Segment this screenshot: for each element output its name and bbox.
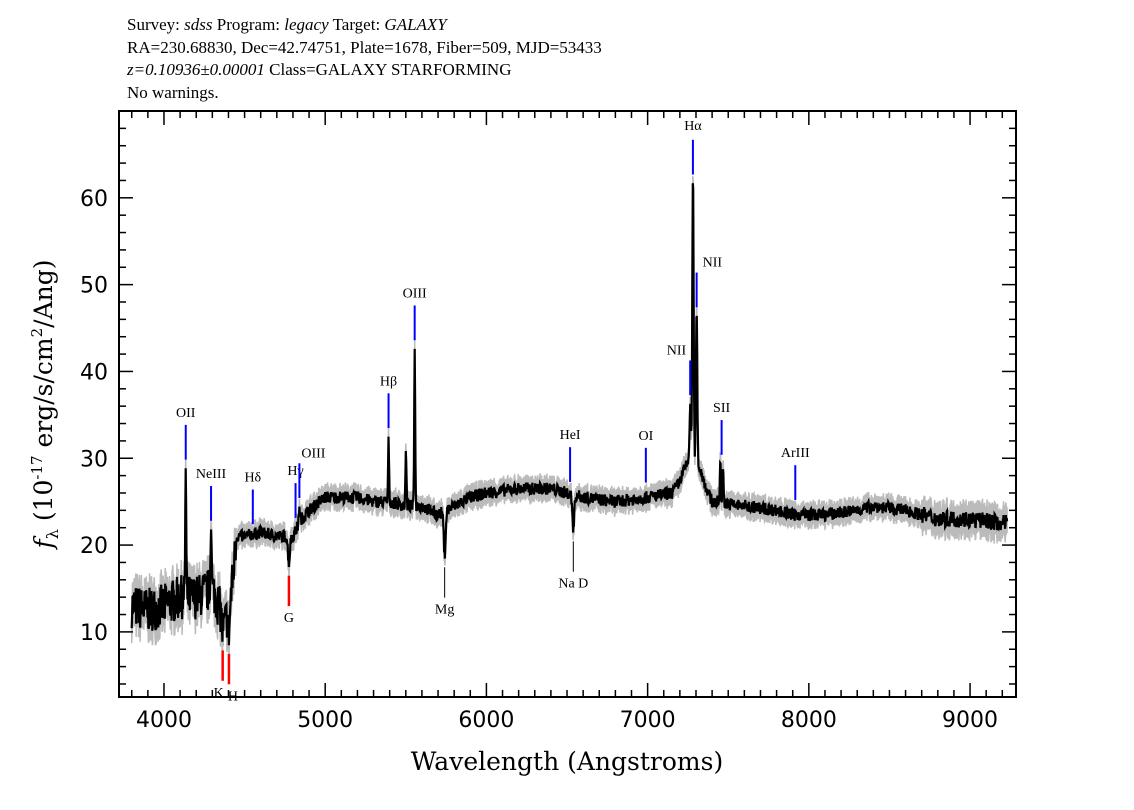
line-label: ArIII [781,446,810,461]
line-label: Hδ [244,470,261,485]
line-label: K [214,686,224,701]
line-label: OII [176,406,196,421]
line-markers: OII NeIII Hδ Hγ OIII Hβ OIII HeI OI NII Hα NII SII Ar… [176,119,810,704]
y-tick-label: 10 [80,621,108,646]
x-tick-label: 7000 [620,708,676,733]
y-axis-label: fλ (10-17 erg/s/cm2/Ang) [28,259,62,550]
header-class-line: z=0.10936±0.00001 Class=GALAXY STARFORMI… [127,59,602,82]
class: Class=GALAXY STARFORMING [269,60,512,79]
line-label: Hβ [380,374,397,389]
x-tick-label: 4000 [136,708,192,733]
y-tick-label: 40 [80,360,108,385]
line-label: Mg [435,603,454,618]
line-label: NII [667,343,687,358]
y-tick-label: 30 [80,447,108,472]
line-label: NII [703,256,723,271]
y-tick-label: 20 [80,534,108,559]
spectrum-header: Survey: sdss Program: legacy Target: GAL… [127,14,602,104]
y-tick-label: 50 [80,274,108,299]
line-label: OIII [403,286,427,301]
warnings: No warnings. [127,82,219,102]
x-tick-label: 6000 [458,708,514,733]
x-tick-label: 8000 [781,708,837,733]
y-tick-label: 60 [80,187,108,212]
axis-ticks: 4000 5000 6000 7000 8000 9000 10 20 30 40 50 60 [80,110,1016,733]
line-label: HeI [560,428,581,443]
flux-series [130,183,1009,646]
header-line1: Survey: sdss Program: legacy Target: GAL… [127,15,447,34]
flux-line [130,183,1009,646]
plot-frame [118,110,1017,698]
line-label: SII [713,401,730,416]
line-label: NeIII [196,467,227,482]
error-band [130,175,1008,659]
header-line-1: Survey: sdss Program: legacy Target: GAL… [127,14,602,37]
line-label: Hα [684,119,702,134]
x-tick-label: 5000 [297,708,353,733]
line-label: Hγ [287,464,303,479]
x-axis-label: Wavelength (Angstroms) [411,747,723,776]
line-label: OIII [301,446,325,461]
line-label: OI [638,429,653,444]
header-coords: RA=230.68830, Dec=42.74751, Plate=1678, … [127,37,602,57]
line-label: G [284,611,294,626]
error-band-area [130,175,1008,659]
x-tick-label: 9000 [942,708,998,733]
line-label: Na D [558,577,588,592]
redshift: z=0.10936±0.00001 [127,60,265,79]
